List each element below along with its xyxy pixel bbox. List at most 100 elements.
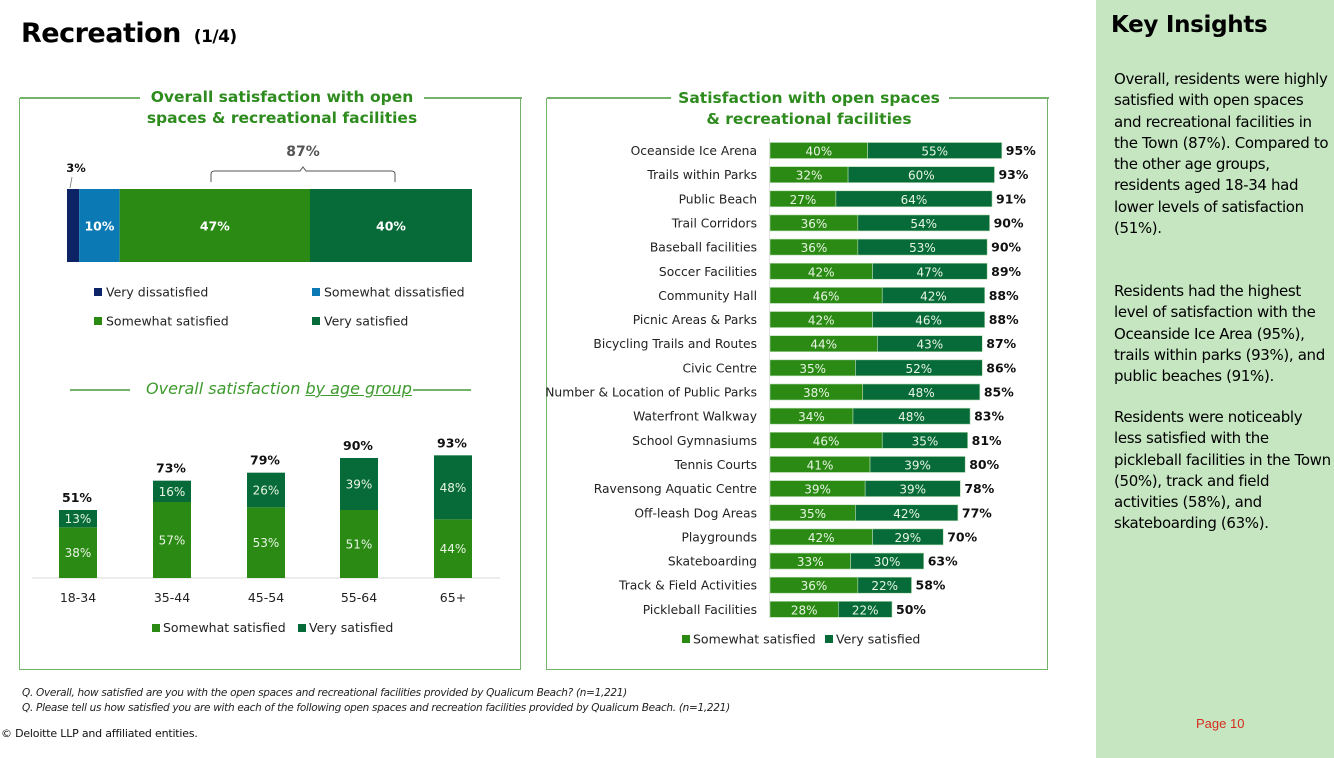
age-bar-segment xyxy=(340,458,378,510)
facility-bar-segment xyxy=(862,383,981,401)
facility-total-label: 86% xyxy=(986,360,1016,375)
facility-total-label: 91% xyxy=(996,191,1026,206)
page-title-suffix: (1/4) xyxy=(193,27,237,47)
panel-top-border-left xyxy=(547,97,671,99)
footnote-1: Q. Overall, how satisfied are you with t… xyxy=(22,687,627,699)
age-total-label: 93% xyxy=(437,435,467,450)
facility-total-label: 90% xyxy=(994,215,1024,230)
facility-category-label: School Gymnasiums xyxy=(632,434,757,448)
overall-chart-title-line2: spaces & recreational facilities xyxy=(146,109,418,127)
age-chart-title-underlined: by age group xyxy=(305,379,412,398)
facility-category-label: Skateboarding xyxy=(668,555,757,569)
page-title: Recreation (1/4) xyxy=(21,18,237,49)
facility-bar-label: 22% xyxy=(871,579,898,593)
facility-bar-label: 41% xyxy=(807,458,834,472)
facility-bar-segment xyxy=(857,214,990,232)
facility-total-label: 93% xyxy=(998,167,1028,182)
facility-total-label: 77% xyxy=(962,505,992,520)
legend-swatch xyxy=(152,624,160,632)
facility-category-label: Bicycling Trails and Routes xyxy=(593,337,757,351)
facility-bar-label: 28% xyxy=(791,603,818,617)
age-group-chart: 38% 13% 51% 18-34 57% 16% 73% 35-44 53% 26% 79% 45-… xyxy=(32,435,500,635)
facility-bar-label: 42% xyxy=(808,265,835,279)
facilities-chart: Oceanside Ice Arena 40% 55% 95% Trails withi… xyxy=(546,138,1036,647)
facility-category-label: Picnic Areas & Parks xyxy=(633,313,757,327)
age-title-rule-right xyxy=(413,389,471,391)
facility-bar-segment xyxy=(877,335,983,352)
legend-swatch xyxy=(94,288,102,296)
age-chart-title-plain: Overall satisfaction xyxy=(146,379,306,398)
facility-bar-label: 55% xyxy=(921,145,948,159)
overall-chart-title-line1: Overall satisfaction with open xyxy=(150,88,414,106)
facility-bar-segment xyxy=(857,238,988,256)
facility-category-label: Playgrounds xyxy=(681,530,757,544)
facility-bar-segment xyxy=(847,166,995,183)
facility-bar-label: 39% xyxy=(904,458,931,472)
facility-category-label: Community Hall xyxy=(658,289,757,303)
facility-bar-segment xyxy=(872,262,988,280)
facility-bar-segment xyxy=(852,407,971,425)
facility-total-label: 81% xyxy=(972,433,1002,448)
facility-bar-segment xyxy=(872,311,986,328)
facility-bar-label: 46% xyxy=(915,314,942,328)
facility-total-label: 78% xyxy=(964,481,994,496)
facility-category-label: Civic Centre xyxy=(683,361,757,375)
facility-bar-segment xyxy=(881,431,968,449)
age-category-label: 45-54 xyxy=(248,590,284,605)
facility-bar-label: 42% xyxy=(808,531,835,545)
overall-bar-segment xyxy=(67,189,80,262)
facility-bar-label: 39% xyxy=(804,483,831,497)
facility-bar-label: 39% xyxy=(899,483,926,497)
overall-bracket xyxy=(210,166,396,182)
legend-label: Somewhat dissatisfied xyxy=(324,285,465,300)
facilities-panel xyxy=(546,97,1049,670)
facility-total-label: 63% xyxy=(928,554,958,569)
age-total-label: 51% xyxy=(62,490,92,505)
facility-bar-label: 40% xyxy=(805,145,832,159)
age-chart-title: Overall satisfaction by age group xyxy=(146,379,412,398)
overall-bar-segment xyxy=(310,189,472,262)
age-bar-label: 57% xyxy=(159,534,186,548)
facility-bar-label: 33% xyxy=(797,555,824,569)
legend-swatch xyxy=(682,635,690,643)
facility-total-label: 89% xyxy=(991,264,1021,279)
age-bar-label: 38% xyxy=(65,546,92,560)
age-bar-label: 48% xyxy=(440,481,467,495)
facility-bar-segment xyxy=(855,359,983,377)
facility-bar-label: 48% xyxy=(908,386,935,400)
facility-total-label: 58% xyxy=(916,578,946,593)
facility-bar-segment xyxy=(855,504,959,522)
facility-bar-label: 32% xyxy=(796,169,823,183)
age-category-label: 18-34 xyxy=(60,590,96,605)
overall-bar-label: 40% xyxy=(376,219,406,234)
facility-total-label: 70% xyxy=(947,529,977,544)
insight-paragraph-2: Residents had the highest level of satis… xyxy=(1114,282,1325,386)
panel-top-border-right xyxy=(422,97,522,99)
age-bar-segment xyxy=(434,519,472,578)
overall-bar-label: 47% xyxy=(200,219,230,234)
facility-bar-segment xyxy=(872,528,944,546)
age-bar-label: 13% xyxy=(65,512,92,526)
facility-bar-label: 29% xyxy=(895,531,922,545)
insight-paragraph-1: Overall, residents were highly satisfied… xyxy=(1114,70,1329,238)
legend-swatch xyxy=(94,317,102,325)
facilities-chart-title-line1: Satisfaction with open spaces xyxy=(678,89,940,107)
facility-category-label: Public Beach xyxy=(679,192,757,206)
footnote-2: Q. Please tell us how satisfied you are … xyxy=(22,702,730,714)
facility-category-label: Off-leash Dog Areas xyxy=(634,506,757,520)
facility-category-label: Baseball facilities xyxy=(650,241,757,255)
facility-category-label: Waterfront Walkway xyxy=(633,410,757,424)
age-category-label: 65+ xyxy=(440,590,466,605)
overall-satisfaction-panel xyxy=(19,97,522,670)
legend-label: Somewhat satisfied xyxy=(693,632,816,647)
age-bar-label: 51% xyxy=(346,538,373,552)
insight-paragraph-3: Residents were noticeably less satisfied… xyxy=(1114,408,1331,533)
facility-bar-segment xyxy=(881,287,986,304)
overall-label-leader xyxy=(69,176,73,189)
facility-bar-label: 43% xyxy=(916,338,943,352)
facility-bar-label: 35% xyxy=(799,362,826,376)
facility-total-label: 50% xyxy=(896,602,926,617)
age-bar-segment xyxy=(434,455,472,520)
facility-category-label: Pickleball Facilities xyxy=(643,603,757,617)
facility-bar-segment xyxy=(869,456,966,473)
